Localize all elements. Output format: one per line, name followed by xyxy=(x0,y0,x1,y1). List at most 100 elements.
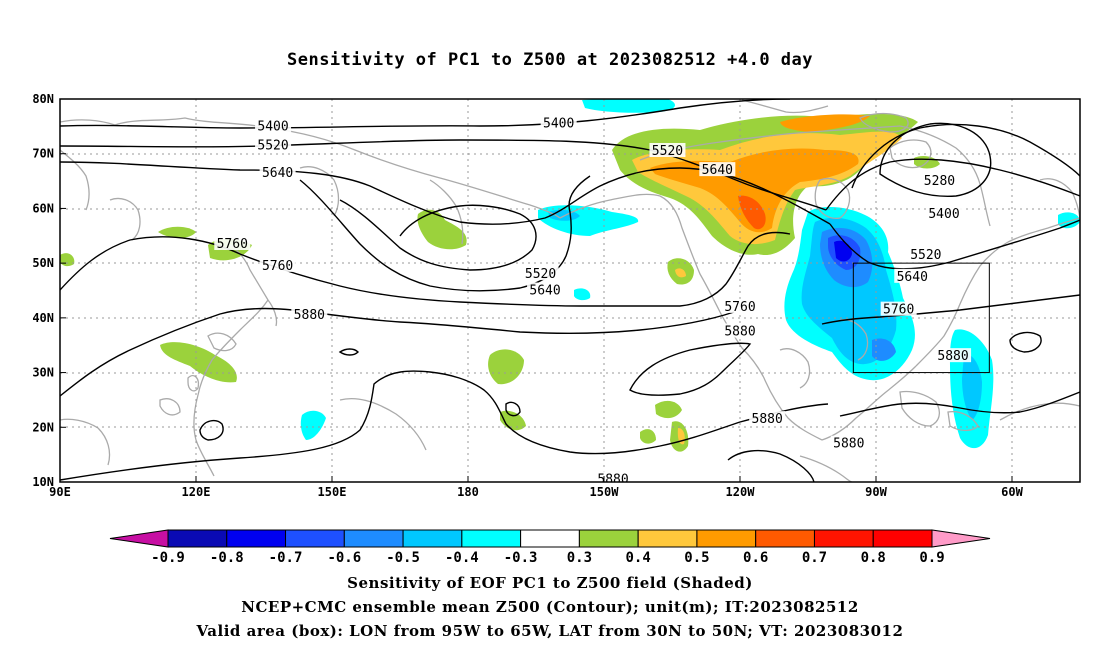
lon-label: 180 xyxy=(457,485,479,499)
colorbar: -0.9 -0.8 -0.7 -0.6 -0.5 -0.4 -0.3 0.3 0.4 0.5 0.6… xyxy=(109,529,991,566)
colorbar-box xyxy=(696,529,757,548)
colorbar-box xyxy=(520,529,580,548)
contour-small-loop-1 xyxy=(338,348,359,356)
lat-label: 40N xyxy=(32,311,54,325)
contour-label-bg xyxy=(595,471,632,482)
colorbar-label: -0.9 xyxy=(151,550,185,566)
lat-label: 20N xyxy=(32,420,54,434)
lat-label: 80N xyxy=(32,92,54,106)
contour-label-bg xyxy=(926,205,962,220)
colorbar-label: 0.8 xyxy=(861,550,886,566)
contour-label-bg xyxy=(291,307,328,322)
colorbar-label: -0.5 xyxy=(386,550,420,566)
colorbar-left-arrow xyxy=(109,529,169,548)
contour-label-bg xyxy=(259,257,296,272)
contour-label: 5280 xyxy=(924,174,955,189)
colorbar-label: 0.5 xyxy=(684,550,709,566)
contour-label: 5760 xyxy=(217,237,248,252)
negative-blob-5 xyxy=(1058,212,1080,229)
contour-5520-trough xyxy=(339,199,537,271)
contour-label: 5400 xyxy=(928,207,959,222)
contour-5640-trough xyxy=(299,175,591,292)
contour-label-bg xyxy=(255,118,292,133)
contour-5520-east xyxy=(825,158,1080,211)
colorbar-box xyxy=(285,529,345,548)
colorbar-label: 0.6 xyxy=(743,550,768,566)
colorbar-box xyxy=(343,529,404,548)
contour-label-bg xyxy=(540,115,577,130)
colorbar-label: -0.7 xyxy=(269,550,303,566)
positive-region-red xyxy=(738,195,766,230)
plot-border xyxy=(59,98,1081,483)
contour-label: 5880 xyxy=(833,437,864,452)
lat-label: 50N xyxy=(32,256,54,270)
colorbar-box xyxy=(637,529,698,548)
contour-label: 5880 xyxy=(937,349,968,364)
contour-small-loop-2 xyxy=(1009,331,1042,353)
contour-label: 5520 xyxy=(525,267,556,282)
contour-label: 5640 xyxy=(897,270,928,285)
colorbar-box xyxy=(578,529,639,548)
contour-label: 5400 xyxy=(543,117,574,132)
contour-label: 5760 xyxy=(883,303,914,318)
colorbar-label: 0.3 xyxy=(567,550,592,566)
colorbar-box xyxy=(813,529,874,548)
contour-5880-loop xyxy=(629,342,752,396)
colorbar-right-arrow xyxy=(931,529,991,548)
contour-label-bg xyxy=(649,142,686,157)
contour-label-bg xyxy=(722,298,758,313)
contour-label-bg xyxy=(830,435,867,450)
contour-label-bg xyxy=(522,266,559,281)
contour-label-bg xyxy=(749,411,786,426)
colorbar-label: 0.4 xyxy=(626,550,651,566)
footer-line-3: Valid area (box): LON from 95W to 65W, L… xyxy=(196,622,904,640)
footer-line-2: NCEP+CMC ensemble mean Z500 (Contour); u… xyxy=(241,598,859,616)
negative-region-mid-2 xyxy=(872,338,896,361)
lat-label: 60N xyxy=(32,201,54,215)
colorbar-box xyxy=(402,529,463,548)
lat-label: 10N xyxy=(32,475,54,489)
contour-5760-east xyxy=(821,294,1080,325)
positive-blob-1 xyxy=(158,226,196,238)
contour-label-bg xyxy=(907,246,944,261)
colorbar-label: -0.8 xyxy=(210,550,244,566)
contour-5880-south xyxy=(60,370,829,481)
contour-label-bg xyxy=(527,282,564,297)
contour-5400-east xyxy=(851,123,1080,189)
colorbar-box xyxy=(461,529,522,548)
contour-label: 5640 xyxy=(262,166,293,181)
contour-5400 xyxy=(60,99,791,129)
contour-5880-east xyxy=(839,391,1080,417)
colorbar-box xyxy=(167,529,228,548)
contour-label: 5880 xyxy=(752,412,783,427)
lon-label: 120W xyxy=(726,485,756,499)
contour-label: 5760 xyxy=(724,300,755,315)
contour-5520-north xyxy=(60,139,827,211)
contour-label-bg xyxy=(722,323,758,338)
contour-label: 5880 xyxy=(294,308,325,323)
lon-label: 60W xyxy=(1001,485,1023,499)
contour-label: 5520 xyxy=(257,139,288,154)
positive-blob-7 xyxy=(488,349,524,385)
colorbar-label: -0.3 xyxy=(504,550,538,566)
contour-5640-east xyxy=(829,219,1080,270)
colorbar-label: 0.9 xyxy=(919,550,944,566)
colorbar-label: 0.7 xyxy=(802,550,827,566)
contour-labels: 5400 5400 5520 5520 5640 5640 5280 5400 5520 5640… xyxy=(214,115,972,482)
positive-blob-10 xyxy=(640,429,656,444)
contour-label-bg xyxy=(935,348,972,363)
contour-label-bg xyxy=(880,301,917,316)
contour-label: 5520 xyxy=(652,144,683,159)
contour-label: 5640 xyxy=(702,163,733,178)
contour-label: 5520 xyxy=(910,248,941,263)
colorbar-label: -0.6 xyxy=(327,550,361,566)
footer-line-1: Sensitivity of EOF PC1 to Z500 field (Sh… xyxy=(347,574,753,592)
lon-label: 150E xyxy=(318,485,347,499)
colorbar-box xyxy=(872,529,933,548)
negative-blob-4 xyxy=(300,410,326,440)
contour-label-bg xyxy=(921,173,958,188)
negative-blob-2 xyxy=(582,99,675,113)
contour-label: 5760 xyxy=(262,259,293,274)
map-title: Sensitivity of PC1 to Z500 at 2023082512… xyxy=(286,50,813,70)
